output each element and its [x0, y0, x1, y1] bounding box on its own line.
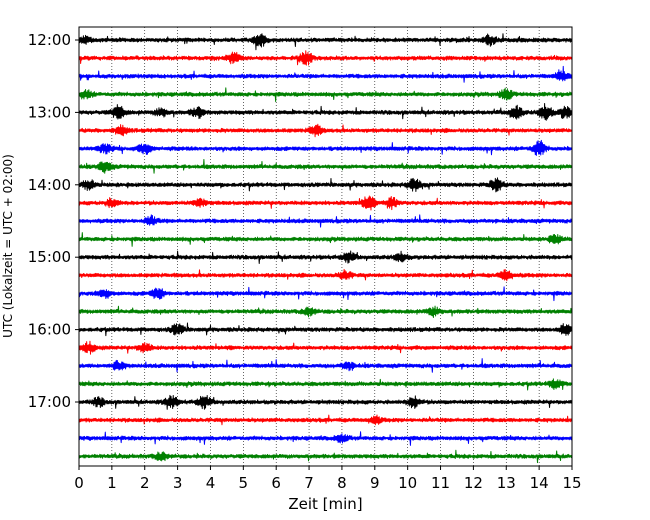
trace-row-1415: [78, 195, 573, 211]
plot-frame: [78, 26, 573, 467]
y-tick-label: 13:00: [28, 103, 71, 121]
seismogram-traces: [78, 33, 573, 464]
y-tick-label: 15:00: [28, 248, 71, 266]
x-tick-label: 8: [337, 474, 347, 492]
x-tick-label: 1: [107, 474, 117, 492]
trace-row-1445: [78, 232, 573, 247]
trace-row-1500: [78, 250, 573, 264]
trace-row-1400: [78, 177, 573, 193]
trace-row-1515: [78, 268, 573, 282]
trace-row-1545: [78, 305, 573, 319]
trace-row-1200: [78, 33, 573, 51]
x-axis-ticks: 0 1 2 3 4 5 6 7 8 9 10 11 12 13 14 15: [74, 466, 582, 492]
y-tick-label: 12:00: [28, 31, 71, 49]
x-tick-label: 12: [464, 474, 483, 492]
x-tick-label: 0: [74, 474, 84, 492]
y-tick-label: 16:00: [28, 321, 71, 339]
x-tick-label: 3: [173, 474, 183, 492]
x-tick-label: 11: [431, 474, 450, 492]
x-tick-label: 15: [562, 474, 581, 492]
x-tick-label: 7: [304, 474, 314, 492]
trace-row-1300: [78, 103, 573, 121]
trace-row-1530: [78, 286, 573, 302]
trace-row-1645: [78, 378, 573, 391]
trace-row-1245: [78, 87, 573, 102]
x-tick-label: 2: [140, 474, 150, 492]
x-tick-label: 6: [271, 474, 281, 492]
trace-row-1615: [78, 340, 573, 355]
trace-row-1630: [78, 358, 573, 373]
x-tick-label: 14: [530, 474, 549, 492]
plot-background: [79, 27, 572, 466]
trace-row-1430: [78, 214, 573, 228]
trace-row-1730: [78, 431, 573, 446]
x-tick-label: 10: [398, 474, 417, 492]
trace-row-1215: [78, 50, 573, 66]
x-tick-label: 9: [370, 474, 380, 492]
y-axis-label: UTC (Lokalzeit = UTC + 02:00): [1, 154, 15, 338]
trace-row-1315: [78, 123, 573, 138]
trace-row-1745: [78, 449, 573, 464]
y-tick-label: 14:00: [28, 176, 71, 194]
x-axis-label: Zeit [min]: [288, 495, 362, 513]
trace-row-1230: [78, 65, 573, 83]
y-axis-ticks: 12:00 13:00 14:00 15:00 16:00 17:00: [28, 31, 79, 411]
vertical-gridlines: [111, 27, 540, 466]
trace-row-1600: [78, 322, 573, 337]
trace-row-1330: [78, 139, 573, 156]
x-tick-label: 13: [497, 474, 516, 492]
trace-row-1345: [78, 159, 573, 174]
trace-row-1700: [78, 394, 573, 410]
x-tick-label: 4: [206, 474, 216, 492]
trace-row-1715: [78, 414, 573, 426]
y-tick-label: 17:00: [28, 393, 71, 411]
x-tick-label: 5: [239, 474, 249, 492]
